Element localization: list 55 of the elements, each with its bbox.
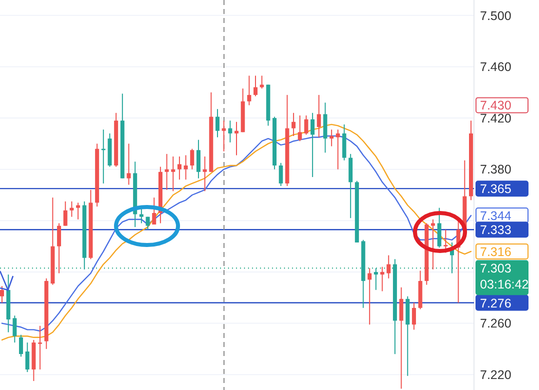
candlestick [215,108,220,138]
candlestick [25,342,30,373]
candlestick [228,120,232,143]
candlestick [278,162,283,187]
y-tick-label: 7.460 [480,60,512,74]
ref-line-label: 7.303 03:16:42 [480,262,529,292]
candlestick [254,75,258,97]
candlestick [399,286,404,390]
candlestick [412,302,416,330]
candlestick [19,334,24,358]
candlestick [57,222,62,274]
data-label: 7.344 [480,209,512,224]
candlestick [202,156,207,192]
candlestick [152,197,156,226]
candlestick [374,268,378,290]
candlestick [146,216,150,230]
candlestick [70,200,74,218]
candlestick [336,129,340,170]
candlestick [330,129,334,147]
candlestick [184,154,188,180]
candlestick [437,207,442,248]
ref-line-label: 7.333 [480,223,512,238]
ref-line-label: 7.276 [480,296,512,310]
candlestick [292,112,296,136]
candlestick [164,153,169,190]
candlestick [316,94,321,138]
candlestick [310,112,315,178]
y-tick-label: 7.260 [480,316,512,331]
text: 7.430 [480,98,512,113]
candlestick [260,75,264,90]
candlestick [63,200,68,226]
candlestick [196,139,200,179]
candlestick [234,121,238,156]
candlestick [304,114,308,136]
y-tick-label: 7.500 [480,8,512,23]
data-label: 7.316 [480,244,512,259]
candlestick [76,202,80,220]
candlestick [386,254,391,279]
candlestick [38,325,42,370]
candlestick [177,156,182,180]
y-tick-label: 7.220 [480,368,512,382]
candlestick [12,315,17,344]
candlestick [298,114,302,142]
candlestick [190,148,194,170]
candlestick [0,286,4,304]
y-tick-label: 7.380 [480,162,512,177]
candlestick [222,120,226,152]
candlestick [126,143,131,186]
y-tick-label: 7.420 [480,111,512,126]
candlestick [171,156,176,192]
candlestick [380,266,384,292]
candlestick [430,218,435,270]
candlestick [368,268,372,326]
ref-line-label: 7.365 [480,182,512,196]
candlestick [247,75,252,106]
